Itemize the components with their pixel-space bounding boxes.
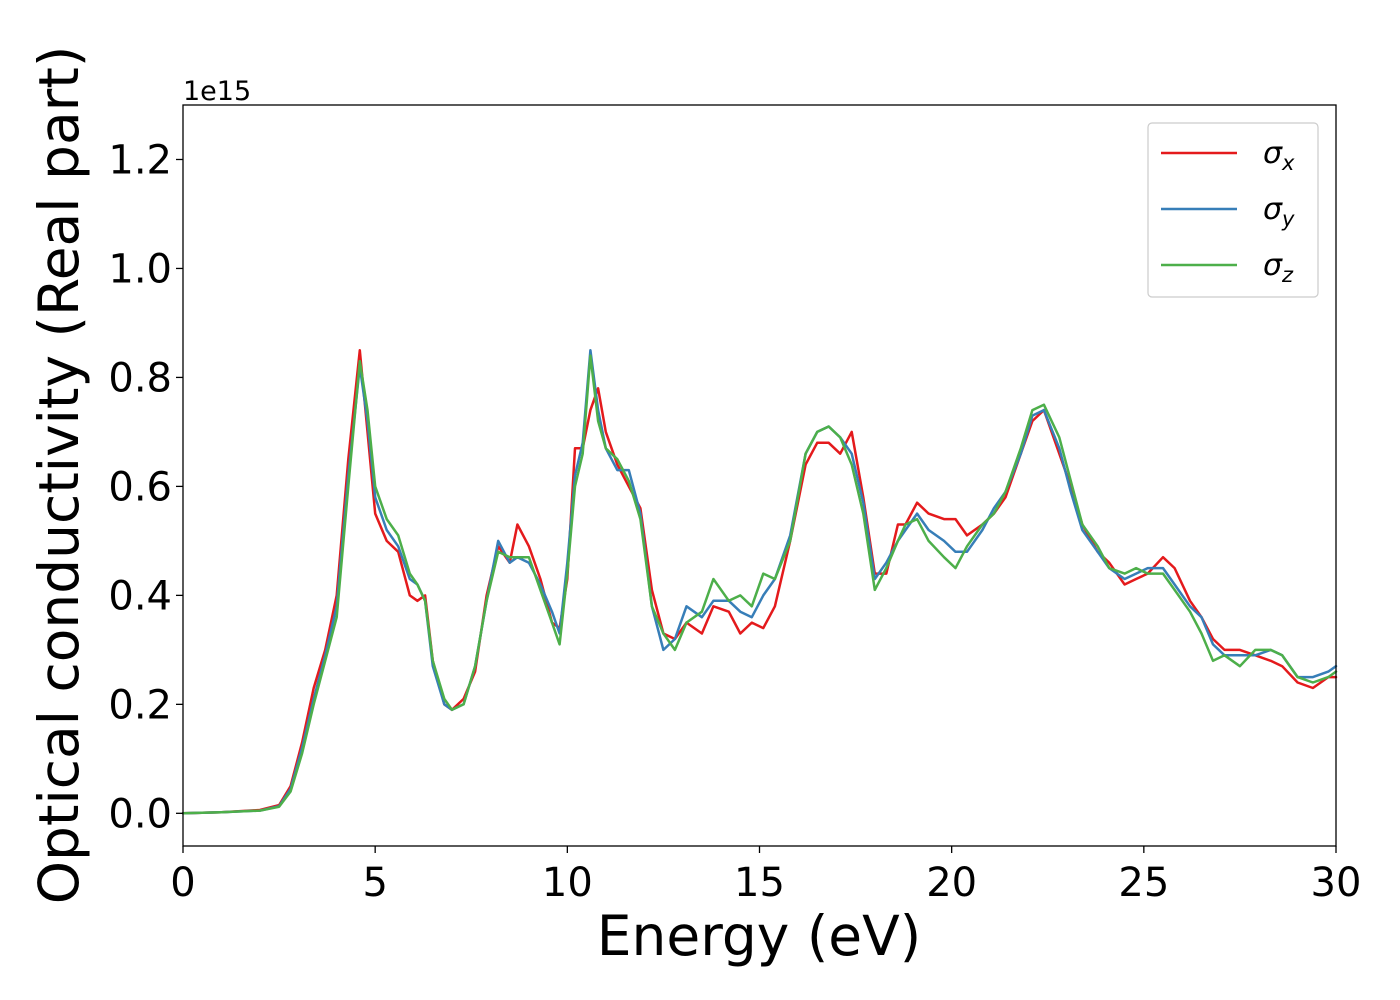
y-tick-label: 0.8 <box>108 355 172 401</box>
x-tick-label: 10 <box>542 860 593 906</box>
y-axis-label: Optical conductivity (Real part) <box>27 46 91 905</box>
y-tick-label: 0.6 <box>108 464 172 510</box>
x-tick-label: 20 <box>926 860 977 906</box>
y-tick-label: 0.2 <box>108 682 172 728</box>
y-offset-label: 1e15 <box>183 76 251 107</box>
x-tick-label: 0 <box>170 860 195 906</box>
x-axis-label: Energy (eV) <box>597 904 921 968</box>
x-axis: 0 5 10 15 20 25 30 <box>170 846 1361 906</box>
series-line-x <box>181 348 1338 815</box>
y-tick-label: 0.4 <box>108 573 172 619</box>
series-line-z <box>181 354 1338 815</box>
x-tick-label: 5 <box>362 860 387 906</box>
y-tick-label: 0.0 <box>108 791 172 837</box>
y-tick-label: 1.0 <box>108 246 172 292</box>
y-axis: 0.0 0.2 0.4 0.6 0.8 1.0 1.2 <box>108 137 183 837</box>
x-tick-label: 15 <box>734 860 785 906</box>
y-tick-label: 1.2 <box>108 137 172 183</box>
x-tick-label: 25 <box>1118 860 1169 906</box>
series-layer <box>181 348 1338 815</box>
x-tick-label: 30 <box>1311 860 1362 906</box>
